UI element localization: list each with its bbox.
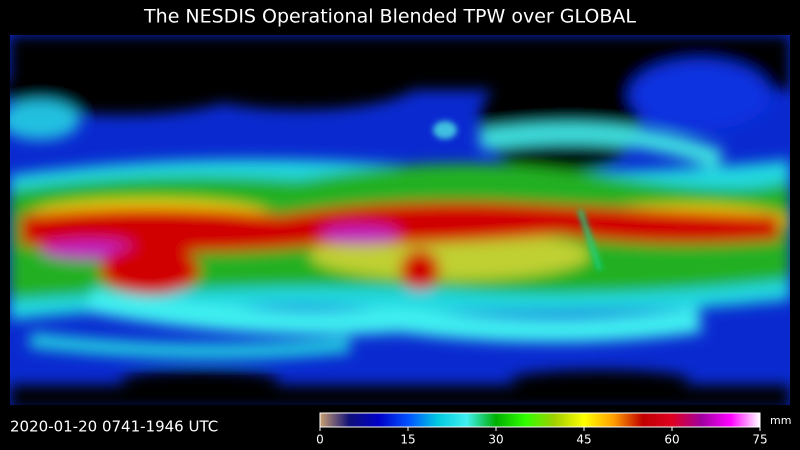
colorbar-tick-label: 60 (664, 433, 679, 447)
colorbar-tick-label: 0 (316, 433, 324, 447)
timestamp: 2020-01-20 0741-1946 UTC (10, 418, 218, 436)
colorbar-tick-label: 45 (576, 433, 591, 447)
colorbar-tick-label: 30 (488, 433, 503, 447)
colorbar-gradient (319, 412, 761, 428)
map-title: The NESDIS Operational Blended TPW over … (143, 6, 636, 28)
tpw-map (10, 35, 790, 405)
colorbar-tick-label: 15 (400, 433, 415, 447)
colorbar-tick-label: 75 (752, 433, 767, 447)
colorbar-unit: mm (770, 414, 791, 427)
